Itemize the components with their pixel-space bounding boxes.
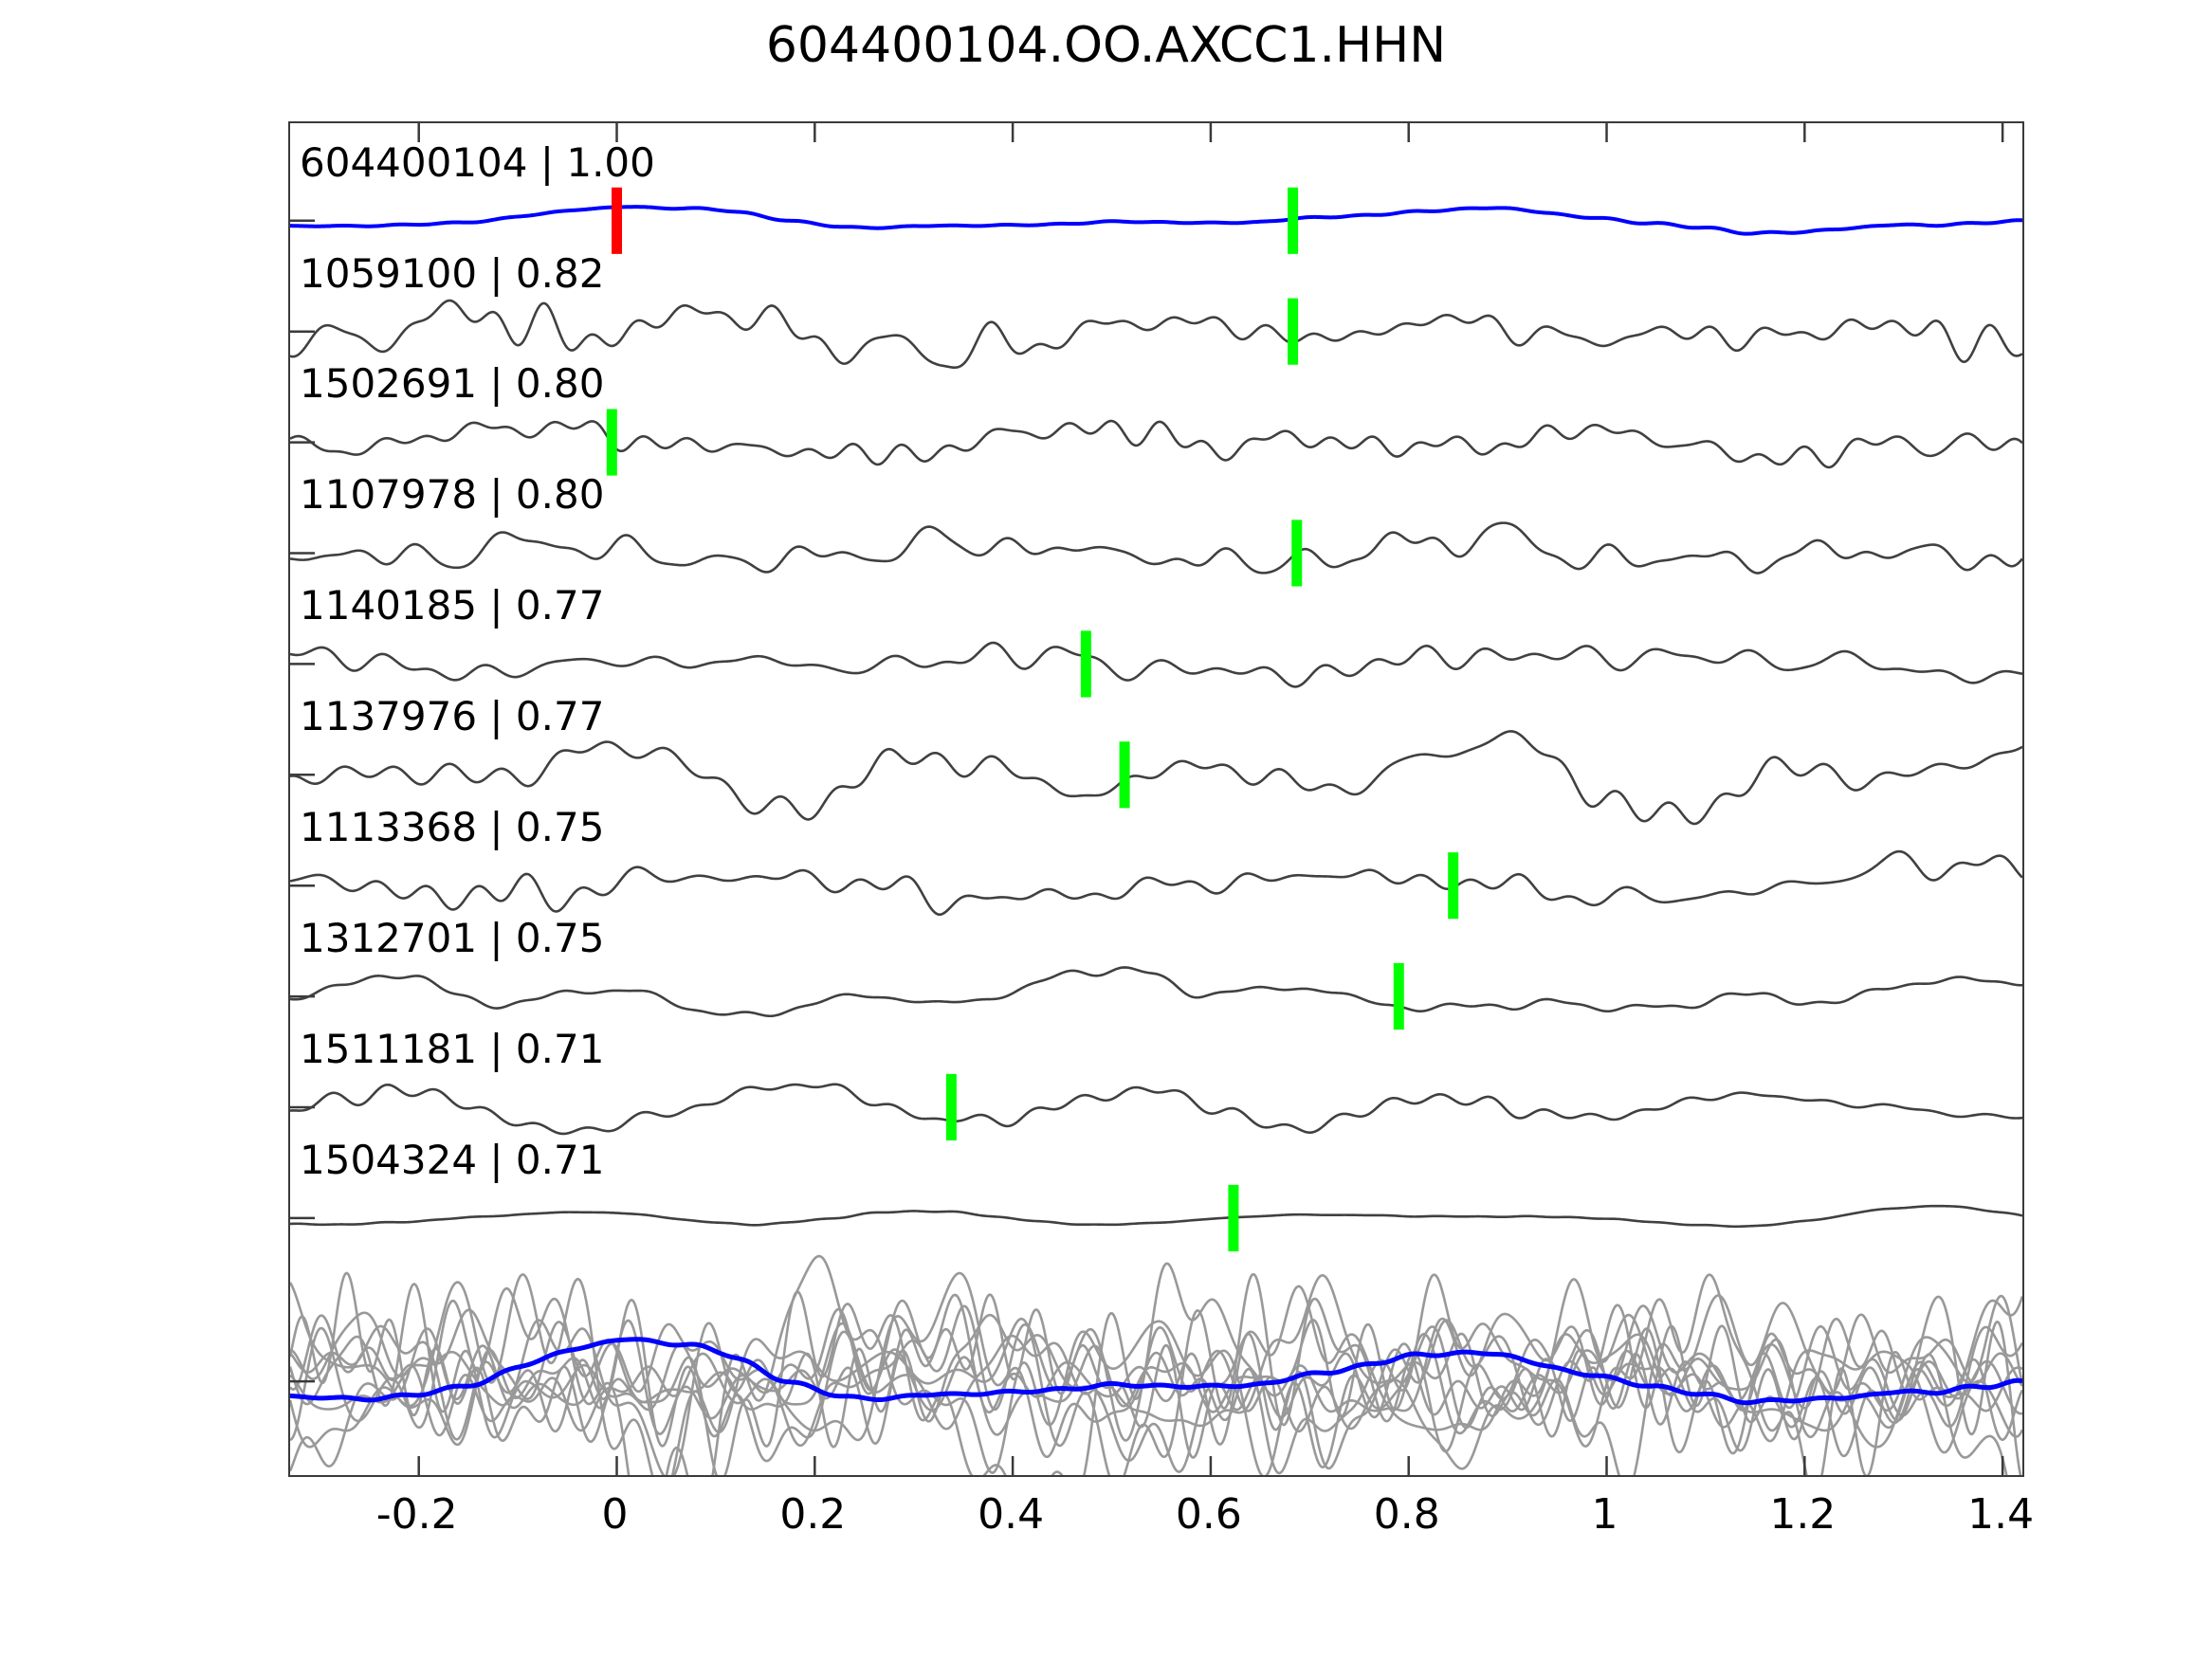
x-tick-label: 0.4: [978, 1490, 1045, 1539]
x-tick-label: 0: [601, 1490, 629, 1539]
trace-label-1511181: 1511181 | 0.71: [300, 1025, 605, 1072]
trace-label-1312701: 1312701 | 0.75: [300, 914, 605, 961]
x-tick-label: -0.2: [375, 1490, 458, 1539]
stack-gray-trace: [290, 1274, 2022, 1475]
trace-label-1113368: 1113368 | 0.75: [300, 804, 605, 851]
waveform-trace-1502691: [290, 419, 2022, 469]
waveform-trace-1511181: [290, 1083, 2022, 1136]
trace-label-1140185: 1140185 | 0.77: [300, 582, 605, 629]
x-tick-label: 0.6: [1175, 1490, 1242, 1539]
stack-gray-trace: [290, 1271, 2022, 1475]
trace-label-1502691: 1502691 | 0.80: [300, 360, 605, 408]
waveform-trace-1107978: [290, 521, 2022, 574]
waveform-trace-1140185: [290, 641, 2022, 688]
waveform-trace-1113368: [290, 849, 2022, 917]
waveform-trace-604400104: [290, 205, 2022, 236]
stack-gray-trace: [290, 1262, 2022, 1475]
trace-label-1504324: 1504324 | 0.71: [300, 1136, 605, 1183]
trace-label-1107978: 1107978 | 0.80: [300, 471, 605, 519]
stack-gray-trace: [290, 1294, 2022, 1475]
x-axis-tick-labels: -0.2 0 0.2 0.4 0.6 0.8 1 1.2 1.4: [288, 1490, 2034, 1557]
stack-gray-trace: [290, 1272, 2022, 1475]
x-tick-label: 1: [1591, 1490, 1618, 1539]
waveform-plot-svg: [290, 123, 2022, 1475]
waveform-trace-1504324: [290, 1204, 2022, 1229]
trace-label-604400104: 604400104 | 1.00: [300, 138, 655, 186]
trace-label-1059100: 1059100 | 0.82: [300, 249, 605, 297]
x-tick-label: 1.2: [1769, 1490, 1837, 1539]
waveform-trace-1137976: [290, 730, 2022, 826]
waveform-trace-1312701: [290, 966, 2022, 1018]
x-tick-label: 1.4: [1967, 1490, 2035, 1539]
x-tick-label: 0.2: [779, 1490, 847, 1539]
waveform-trace-1059100: [290, 299, 2022, 370]
x-tick-label: 0.8: [1373, 1490, 1440, 1539]
plot-area: [288, 121, 2024, 1477]
stack-template-trace: [290, 1337, 2022, 1406]
page-title: 604400104.OO.AXCC1.HHN: [765, 17, 1447, 74]
trace-label-1137976: 1137976 | 0.77: [300, 693, 605, 740]
